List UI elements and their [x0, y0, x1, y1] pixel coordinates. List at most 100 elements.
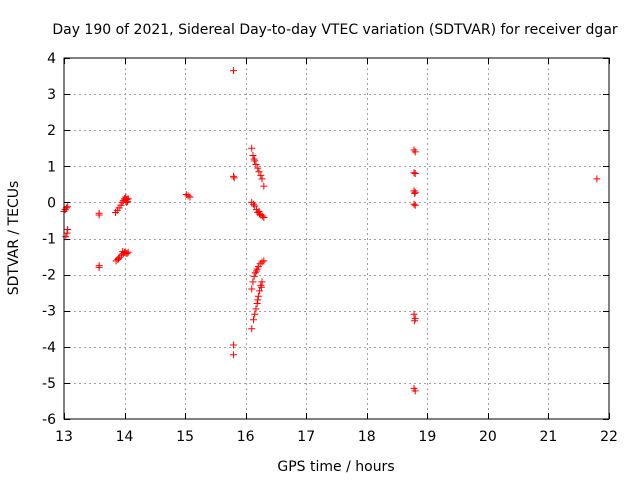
data-point-marker — [256, 287, 264, 295]
data-point-marker — [230, 174, 238, 182]
x-tick-label: 20 — [479, 429, 497, 445]
data-point-marker — [248, 285, 256, 293]
grid-lines — [64, 58, 609, 419]
data-point-marker — [260, 214, 268, 222]
data-point-marker — [250, 316, 258, 324]
x-tick-label: 16 — [237, 429, 255, 445]
data-point-marker — [253, 267, 261, 275]
data-point-marker — [257, 171, 265, 179]
data-point-marker — [124, 248, 132, 256]
data-point-marker — [230, 172, 238, 180]
data-point-marker — [248, 144, 256, 152]
data-point-marker — [250, 200, 258, 208]
x-tick-labels: 13 14 15 16 17 18 19 20 21 22 — [55, 429, 618, 445]
data-point-marker — [251, 310, 259, 318]
data-point-marker — [410, 146, 418, 154]
data-point-marker — [255, 168, 263, 176]
data-point-marker — [411, 188, 419, 196]
axis-ticks — [64, 58, 610, 420]
y-tick-labels: -6 -5 -4 -3 -2 -1 0 1 2 3 4 — [42, 51, 56, 428]
data-point-marker — [260, 257, 268, 265]
data-point-marker — [252, 305, 260, 313]
data-point-marker — [64, 203, 72, 211]
x-tick-label: 21 — [540, 429, 558, 445]
data-point-marker — [119, 247, 127, 255]
data-point-marker — [410, 310, 418, 318]
data-point-marker — [252, 160, 260, 168]
data-point-marker — [250, 272, 258, 280]
data-point-marker — [95, 263, 103, 271]
data-point-marker — [230, 341, 238, 349]
data-point-marker — [186, 193, 194, 201]
data-point-marker — [254, 164, 262, 172]
data-point-marker — [230, 67, 238, 75]
data-point-marker — [63, 229, 71, 237]
x-tick-label: 18 — [358, 429, 376, 445]
data-point-marker — [411, 189, 419, 197]
data-point-marker — [248, 198, 256, 206]
data-point-marker — [257, 283, 265, 291]
y-tick-label: 2 — [47, 123, 56, 139]
data-point-marker — [253, 299, 261, 307]
data-point-marker — [411, 170, 419, 178]
data-point-marker — [411, 317, 419, 325]
y-axis-label: SDTVAR / TECUs — [6, 181, 22, 296]
y-tick-label: 4 — [47, 51, 56, 67]
chart-title: Day 190 of 2021, Sidereal Day-to-day VTE… — [52, 22, 618, 38]
x-tick-label: 17 — [297, 429, 315, 445]
data-point-marker — [95, 211, 103, 219]
data-point-marker — [251, 157, 259, 165]
data-point-marker — [123, 250, 131, 258]
y-tick-label: 3 — [47, 87, 56, 103]
data-point-marker — [249, 278, 257, 286]
data-point-marker — [182, 190, 190, 198]
x-tick-label: 14 — [116, 429, 134, 445]
data-point-marker — [411, 148, 419, 156]
data-point-marker — [410, 169, 418, 177]
data-point-marker — [254, 296, 262, 304]
data-point-marker — [258, 258, 266, 266]
data-point-marker — [593, 175, 601, 183]
data-point-marker — [62, 233, 70, 241]
x-axis-label: GPS time / hours — [277, 459, 394, 475]
plot-frame — [63, 57, 610, 420]
data-point-marker — [254, 292, 262, 300]
x-tick-label: 19 — [418, 429, 436, 445]
y-tick-label: -5 — [42, 376, 56, 392]
data-point-marker — [260, 182, 268, 190]
x-tick-label: 15 — [176, 429, 194, 445]
y-tick-label: -2 — [42, 268, 56, 284]
data-point-marker — [64, 225, 72, 233]
y-tick-label: 1 — [47, 159, 56, 175]
data-point-marker — [251, 202, 259, 210]
data-point-marker — [255, 207, 263, 215]
data-point-marker — [184, 192, 192, 200]
y-tick-label: -1 — [42, 232, 56, 248]
data-point-marker — [258, 278, 266, 286]
data-point-marker — [230, 351, 238, 359]
x-tick-label: 13 — [55, 429, 73, 445]
data-point-marker — [410, 200, 418, 208]
y-tick-label: -6 — [42, 412, 56, 428]
data-points — [60, 67, 601, 395]
data-point-marker — [257, 281, 265, 289]
data-point-marker — [124, 198, 132, 206]
data-point-marker — [411, 201, 419, 209]
data-point-marker — [124, 195, 132, 203]
data-point-marker — [118, 251, 126, 259]
data-point-marker — [117, 201, 125, 209]
data-point-marker — [250, 155, 258, 163]
data-point-marker — [411, 387, 419, 395]
data-point-marker — [119, 197, 127, 205]
y-tick-label: 0 — [47, 195, 56, 211]
data-point-marker — [256, 260, 264, 268]
y-tick-label: -4 — [42, 340, 56, 356]
data-point-marker — [254, 263, 262, 271]
data-point-marker — [248, 325, 256, 333]
data-point-marker — [258, 175, 266, 183]
x-tick-label: 22 — [600, 429, 618, 445]
data-point-marker — [251, 269, 259, 277]
data-point-marker — [249, 151, 257, 159]
data-point-marker — [122, 198, 130, 206]
